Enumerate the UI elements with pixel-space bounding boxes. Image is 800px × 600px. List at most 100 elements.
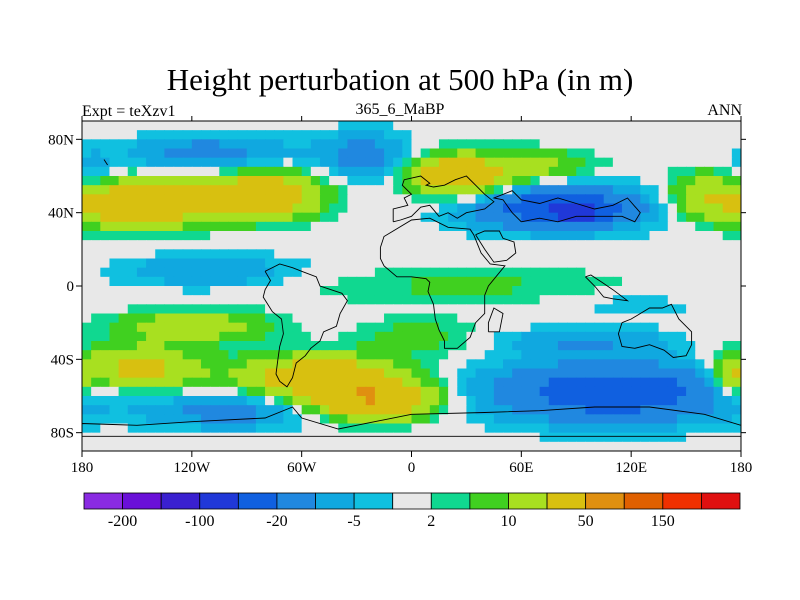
field-cell [292, 176, 303, 186]
field-cell [622, 194, 632, 205]
coastline-9 [487, 307, 504, 333]
field-cell [539, 185, 550, 195]
field-cell [191, 194, 202, 205]
field-cell [493, 176, 504, 186]
field-cell [567, 130, 577, 140]
field-cell [567, 368, 577, 379]
field-cell [438, 148, 449, 159]
field-cell [457, 194, 468, 205]
field-cell [164, 396, 175, 406]
field-cell [374, 212, 385, 223]
field-cell [319, 166, 330, 177]
field-cell [686, 148, 696, 159]
field-cell [100, 130, 111, 140]
field-cell [182, 157, 193, 168]
field-cell [713, 331, 724, 342]
field-cell [649, 341, 660, 351]
field-cell [374, 267, 385, 278]
field-cell [612, 341, 623, 351]
field-cell [155, 176, 165, 186]
field-cell [484, 286, 495, 296]
field-cell [146, 176, 156, 186]
field-cell [127, 276, 138, 287]
field-cell [567, 414, 577, 425]
field-cell [420, 359, 431, 370]
field-cell [548, 441, 559, 451]
field-cell [676, 166, 687, 177]
field-cell [457, 295, 468, 305]
field-cell [191, 212, 202, 223]
field-cell [731, 423, 741, 434]
field-cell [457, 148, 468, 159]
field-cell [512, 203, 522, 214]
field-cell [722, 212, 733, 223]
field-cell [466, 157, 477, 168]
colorbar-box [353, 492, 394, 510]
field-cell [274, 139, 284, 150]
field-cell [512, 396, 522, 406]
field-cell [731, 322, 741, 333]
field-cell [512, 295, 522, 305]
field-cell [301, 432, 312, 443]
field-cell [310, 359, 321, 370]
field-cell [576, 377, 586, 388]
field-cell [548, 121, 559, 131]
field-cell [255, 396, 266, 406]
field-cell [585, 212, 596, 223]
colorbar-label: 150 [651, 513, 675, 530]
field-cell [265, 368, 275, 379]
field-cell [356, 166, 367, 177]
field-cell [347, 194, 358, 205]
field-cell [585, 166, 596, 177]
field-cell [429, 295, 440, 305]
field-cell [420, 276, 431, 287]
field-cell [182, 304, 193, 315]
field-cell [411, 441, 422, 451]
field-cell [658, 377, 669, 388]
field-cell [219, 166, 230, 177]
field-cell [255, 267, 266, 278]
field-cell [603, 267, 614, 278]
field-cell [704, 212, 715, 223]
field-cell [612, 157, 623, 168]
field-cell [411, 148, 422, 159]
field-cell [402, 139, 413, 150]
field-cell [686, 414, 696, 425]
field-cell [503, 176, 513, 186]
field-cell [667, 423, 678, 434]
field-cell [484, 130, 495, 140]
field-cell [374, 414, 385, 425]
field-cell [438, 249, 449, 260]
field-cell [338, 166, 349, 177]
field-cell [438, 368, 449, 379]
y-tick-label: 80N [48, 132, 74, 148]
field-cell [265, 176, 275, 186]
field-cell [713, 203, 724, 214]
field-cell [384, 176, 394, 186]
field-cell [265, 121, 275, 131]
field-cell [466, 286, 477, 296]
field-cell [475, 304, 486, 315]
field-cell [82, 432, 92, 443]
field-cell [567, 441, 577, 451]
field-cell [530, 331, 541, 342]
field-cell [127, 350, 138, 360]
field-cell [576, 249, 586, 260]
field-cell [631, 286, 641, 296]
field-cell [622, 322, 632, 333]
field-cell [237, 304, 248, 315]
field-cell [182, 121, 193, 131]
field-cell [731, 194, 741, 205]
field-cell [200, 396, 211, 406]
field-cell [329, 423, 339, 434]
field-cell [292, 231, 303, 241]
field-cell [136, 258, 147, 269]
field-cell [109, 185, 120, 195]
field-cell [274, 240, 284, 250]
field-cell [219, 176, 230, 186]
field-cell [374, 405, 385, 415]
field-cell [429, 249, 440, 260]
field-cell [191, 130, 202, 140]
field-cell [173, 313, 184, 324]
field-cell [658, 386, 669, 397]
